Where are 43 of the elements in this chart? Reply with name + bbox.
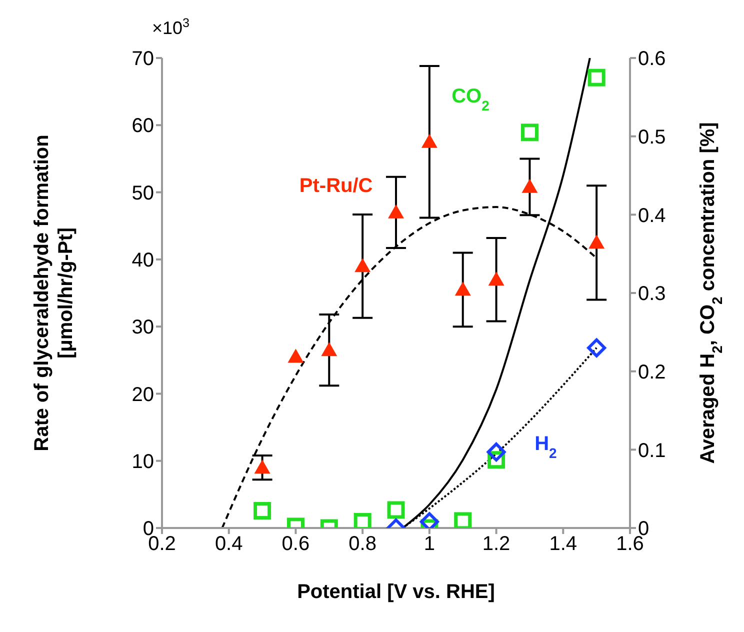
y2-tick-label: 0.4 [638,204,666,227]
point [486,442,506,462]
y-tick-label: 40 [132,250,154,272]
y-axis-title: Rate of glyceraldehyde formation [μmol/hr/g-Pt] [31,134,77,452]
point [454,282,471,296]
x-tick-label: 1.4 [549,533,578,556]
point [254,460,270,474]
point [321,342,338,356]
point [388,204,404,218]
point [454,512,472,528]
x-tick-label: 0.8 [348,533,376,556]
y-tick-label: 20 [132,384,154,406]
point [420,512,439,528]
y2-tick-label: 0.3 [638,283,666,306]
point [354,258,371,272]
series-label: Pt-Ru/C [299,174,373,197]
y2-tick-label: 0.1 [638,440,666,462]
point [288,348,304,363]
point [387,501,405,519]
point [421,134,438,148]
point [587,338,606,358]
y-tick-label: 30 [132,316,154,339]
point [520,124,538,142]
y2-tick-label: 0.5 [638,126,666,148]
y2-tick-label: 0.6 [638,48,666,70]
y-tick-label: 70 [132,48,154,70]
x-tick-label: 0.4 [214,533,243,556]
x-tick-label: 1 [424,533,435,556]
point [488,272,504,286]
y-tick-label: 10 [132,450,154,473]
y-tick-label: 60 [132,115,154,138]
series-label: CO$_{2}$ [452,86,490,114]
x-axis-title: Potential [V vs. RHE] [297,581,495,603]
point [588,234,605,249]
series-label: H$_{2}$ [534,432,558,461]
y-tick-label: 50 [132,182,154,204]
x-tick-label: 1.2 [482,533,510,556]
y2-tick-label: 0.2 [638,361,666,384]
point [522,178,538,193]
text: ×10$^{3}$ [152,16,190,38]
point [254,502,272,520]
x-tick-label: 0.6 [282,533,310,556]
point [588,68,606,86]
